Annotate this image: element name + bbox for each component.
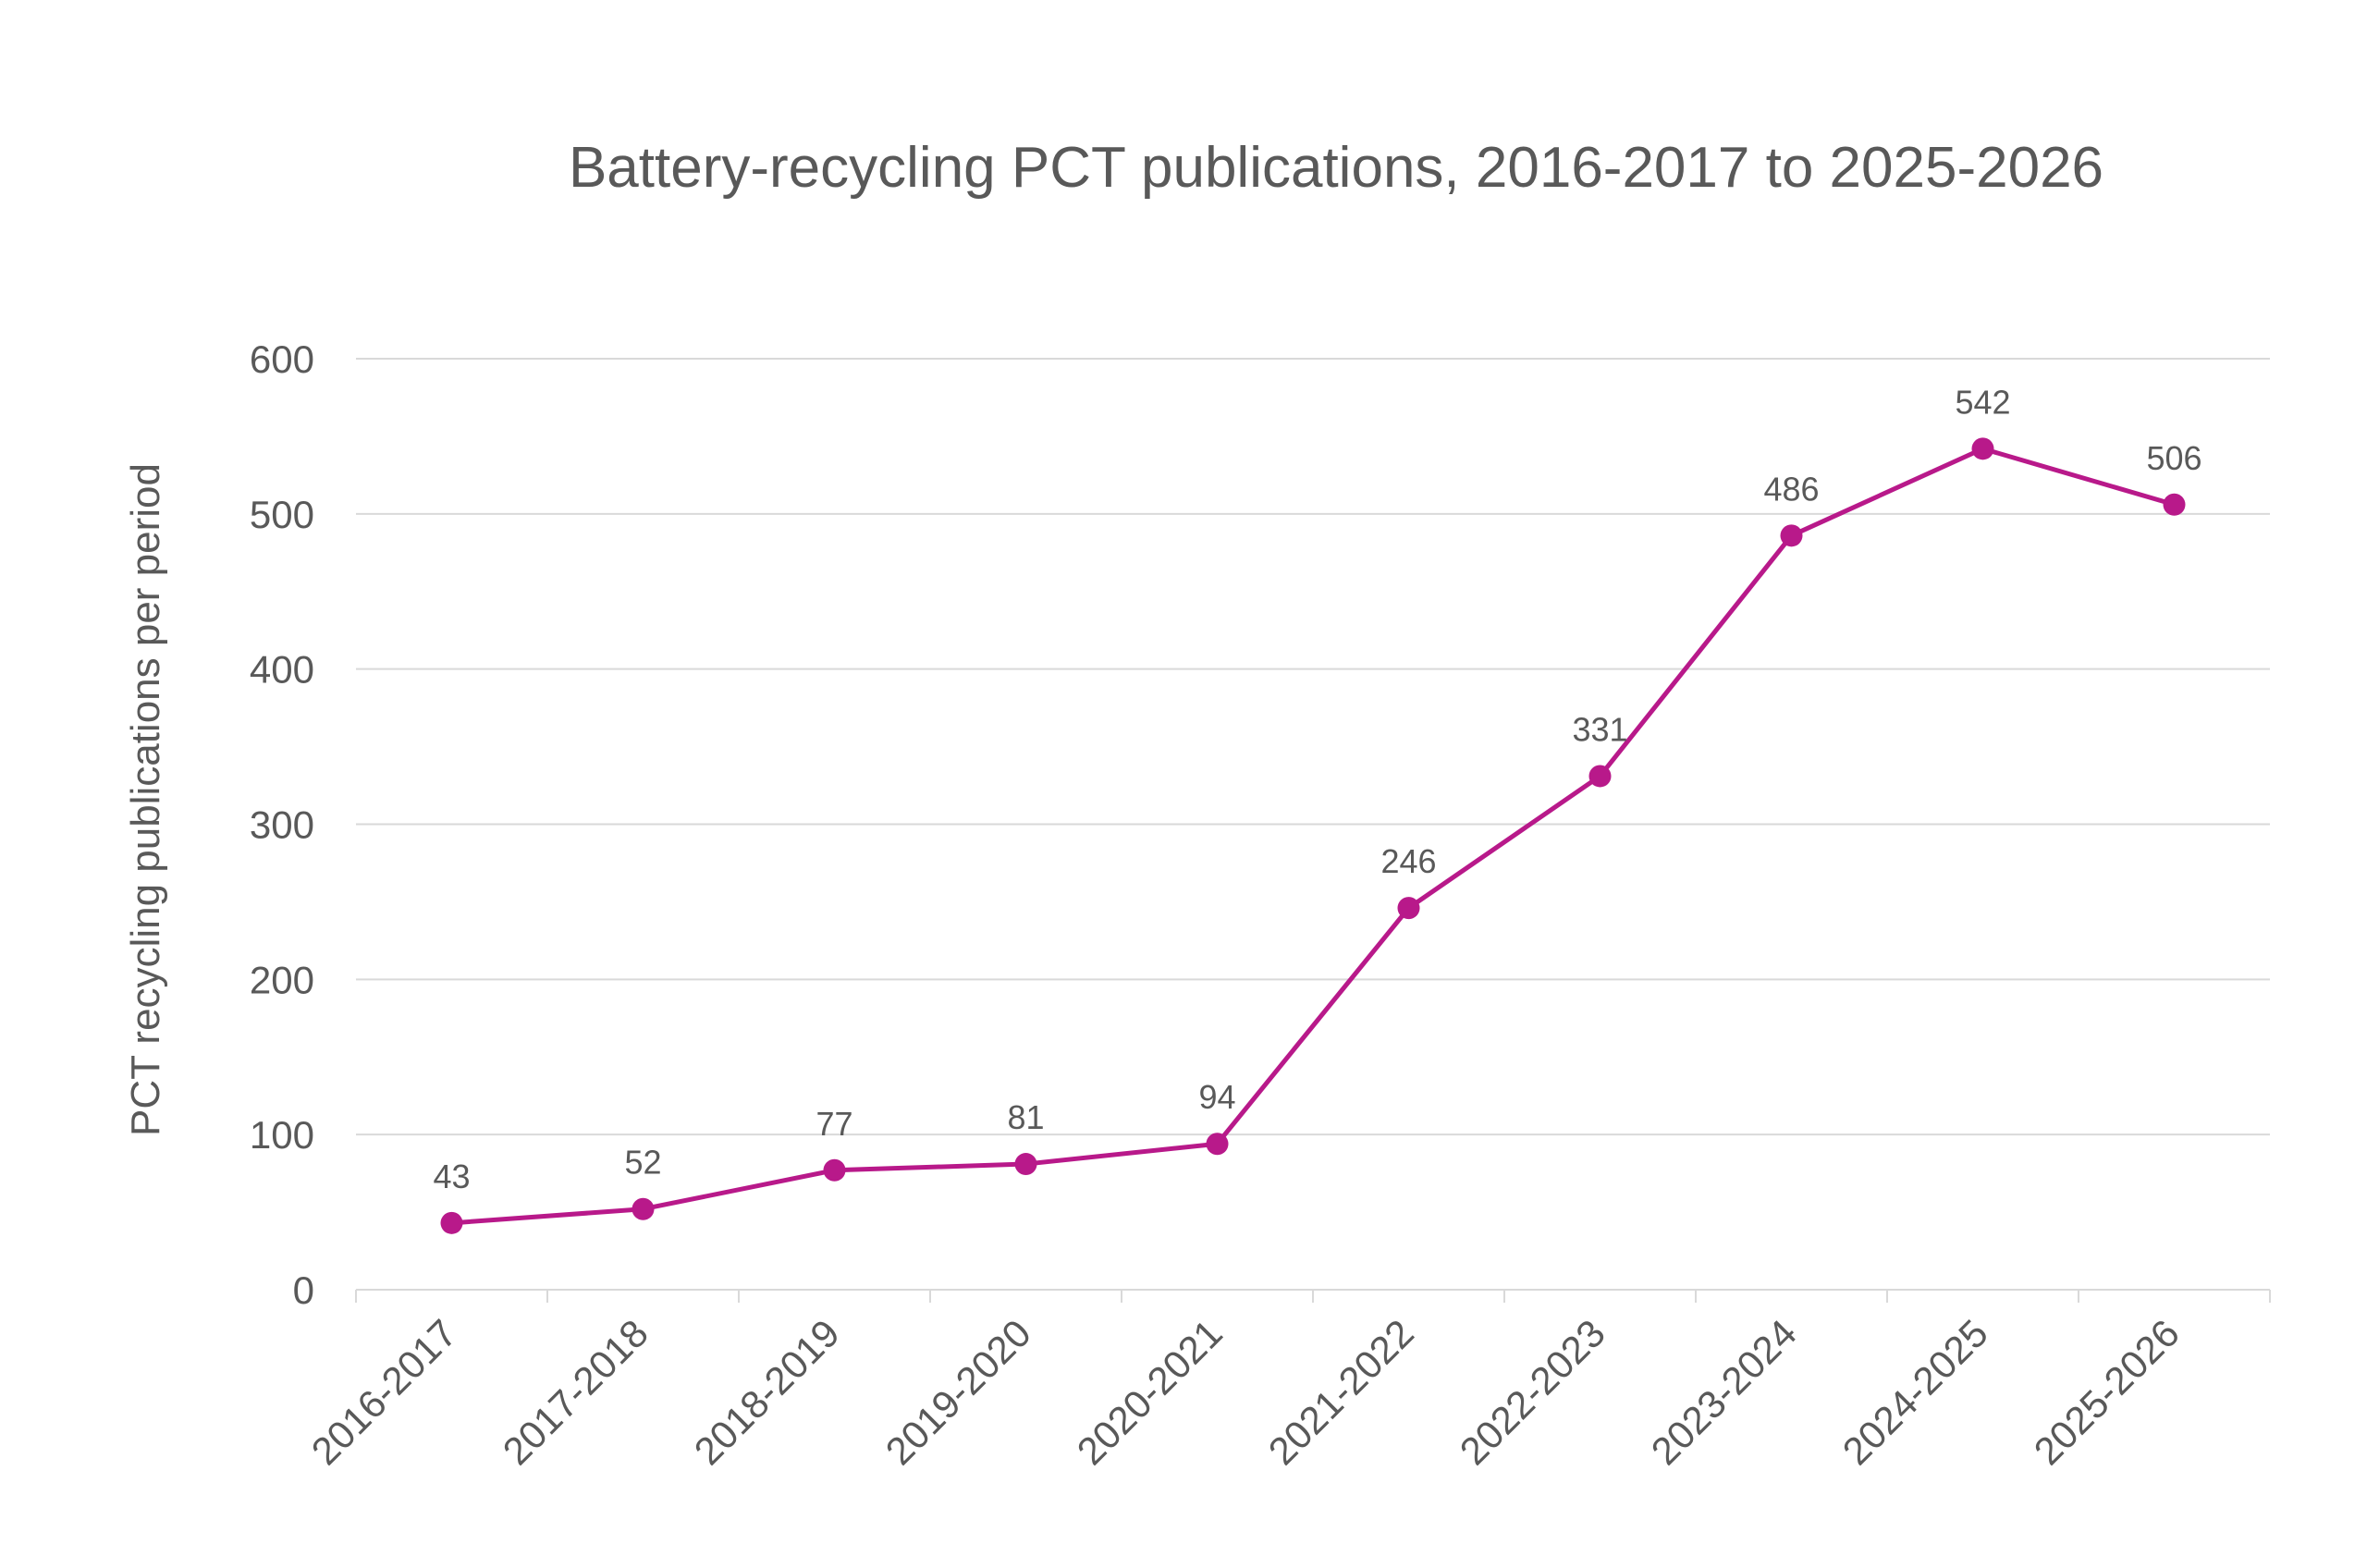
data-label: 52 xyxy=(624,1144,661,1182)
x-tick-label: 2020-2021 xyxy=(1069,1311,1231,1473)
x-tick-label: 2017-2018 xyxy=(495,1311,656,1473)
data-label: 94 xyxy=(1198,1078,1235,1116)
y-tick-label: 0 xyxy=(293,1268,314,1312)
data-label: 77 xyxy=(816,1105,852,1143)
chart-title: Battery-recycling PCT publications, 2016… xyxy=(569,136,2103,200)
x-tick-label: 2024-2025 xyxy=(1834,1311,1996,1473)
data-label: 246 xyxy=(1380,842,1436,880)
data-point xyxy=(824,1159,846,1182)
data-label: 43 xyxy=(433,1158,470,1195)
y-tick-label: 400 xyxy=(250,648,314,692)
y-tick-label: 100 xyxy=(250,1113,314,1157)
y-tick-label: 500 xyxy=(250,493,314,536)
series-line xyxy=(452,448,2175,1222)
x-axis-tick-labels: 2016-20172017-20182018-20192019-20202020… xyxy=(303,1311,2188,1473)
x-tick-label: 2018-2019 xyxy=(686,1311,848,1473)
data-point xyxy=(1781,524,1803,546)
data-label: 81 xyxy=(1007,1098,1044,1136)
x-tick-label: 2022-2023 xyxy=(1452,1311,1613,1473)
x-tick-label: 2021-2022 xyxy=(1260,1311,1422,1473)
y-tick-label: 200 xyxy=(250,958,314,1001)
data-label: 506 xyxy=(2146,439,2201,477)
y-tick-label: 600 xyxy=(250,337,314,381)
y-axis-label: PCT recycling publications per period xyxy=(123,463,168,1136)
data-labels: 43 52 77 81 94 246 331 486 542 506 xyxy=(433,383,2201,1194)
data-series xyxy=(441,437,2186,1233)
data-point xyxy=(2164,494,2186,516)
data-point xyxy=(1589,765,1612,787)
x-tick-label: 2023-2024 xyxy=(1643,1311,1805,1473)
data-label: 486 xyxy=(1763,470,1819,508)
y-axis-tick-labels: 0 100 200 300 400 500 600 xyxy=(250,337,314,1312)
data-label: 331 xyxy=(1572,710,1627,748)
data-point xyxy=(1972,437,1994,459)
data-label: 542 xyxy=(1955,383,2010,421)
x-tick-label: 2019-2020 xyxy=(877,1311,1039,1473)
data-point xyxy=(441,1212,463,1234)
x-axis xyxy=(356,1290,2270,1303)
data-point xyxy=(1015,1153,1037,1175)
data-point xyxy=(1398,897,1420,919)
x-tick-label: 2016-2017 xyxy=(303,1311,465,1473)
x-tick-label: 2025-2026 xyxy=(2026,1311,2188,1473)
data-point xyxy=(632,1198,655,1220)
data-point xyxy=(1207,1133,1229,1155)
gridlines xyxy=(356,359,2270,1134)
y-tick-label: 300 xyxy=(250,803,314,847)
